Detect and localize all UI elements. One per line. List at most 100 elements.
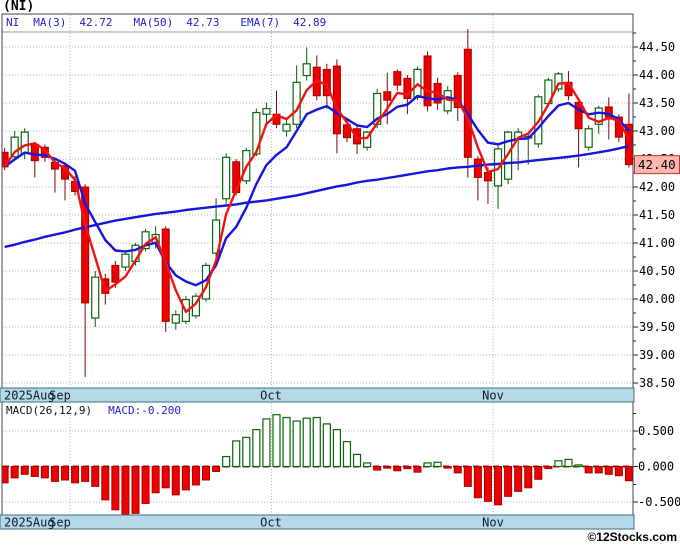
price-tick-label: 39.50 — [639, 320, 675, 334]
macd-bar-up — [423, 462, 432, 468]
candle-up — [211, 219, 221, 254]
macd-bar-down — [71, 466, 80, 484]
candle-down — [161, 228, 170, 322]
month-label: Sep — [49, 389, 71, 403]
ma50-label: MA(50) — [133, 16, 174, 29]
macd-bar-down — [202, 466, 210, 481]
candle-up — [222, 156, 231, 200]
price-tick-label: 43.00 — [639, 124, 675, 138]
macd-bar-up — [282, 416, 291, 468]
candle-down — [383, 91, 392, 101]
month-band — [0, 387, 635, 403]
macd-bar-down — [111, 466, 120, 511]
macd-bar-up — [322, 423, 331, 468]
macd-bar-down — [20, 466, 29, 475]
macd-bar-down — [483, 466, 492, 502]
candle-up — [91, 276, 100, 319]
macd-bar-down — [463, 466, 472, 487]
macd-bar-up — [554, 460, 563, 468]
month-label: 2025Aug — [4, 389, 55, 403]
macd-bar-down — [373, 466, 382, 471]
candle-down — [30, 143, 39, 162]
candle-up — [262, 107, 271, 115]
macd-bar-up — [222, 455, 231, 468]
macd-bar-up — [342, 441, 352, 468]
macd-tick-label: 0.000 — [638, 460, 674, 474]
price-y-axis: 38.50 39.00 39.50 40.00 40.50 41.00 41.50 42.00… — [633, 32, 675, 390]
macd-bar-up — [252, 428, 261, 468]
macd-bar-down — [61, 466, 70, 481]
ema7-value: 42.89 — [293, 16, 327, 29]
candle-up — [302, 63, 311, 77]
candle-down — [624, 123, 633, 166]
macd-bar-up — [312, 416, 321, 468]
month-band — [0, 514, 635, 530]
last-price-marker: 42.40 — [634, 155, 680, 175]
price-tick-label: 40.00 — [639, 292, 675, 306]
candle-down — [342, 124, 351, 139]
macd-bar-up — [272, 414, 281, 468]
macd-bar-down — [504, 466, 513, 497]
macd-bar-up — [232, 440, 241, 468]
watermark: ©12Stocks.com — [587, 530, 677, 544]
price-tick-label: 38.50 — [639, 376, 675, 390]
macd-bar-down — [81, 466, 90, 482]
month-label: Nov — [482, 516, 504, 530]
price-legend: NI MA(3) 42.72 MA(50) 42.73 EMA(7) 42.89 — [6, 16, 347, 29]
candle-down — [473, 158, 482, 178]
macd-bar-down — [2, 466, 9, 484]
macd-bar-down — [30, 466, 39, 477]
ma3-label: MA(3) — [33, 16, 67, 29]
macd-bar-down — [151, 466, 160, 494]
candle-down — [111, 264, 120, 283]
month-label: Nov — [482, 389, 504, 403]
candle-up — [282, 123, 291, 132]
candle-down — [574, 101, 583, 130]
macd-bar-down — [91, 466, 100, 487]
macd-bar-down — [141, 466, 150, 504]
month-label: Sep — [49, 516, 71, 530]
macd-bar-down — [534, 466, 543, 480]
macd-bar-down — [131, 466, 140, 514]
candle-down — [101, 278, 110, 294]
ema7-line — [3, 94, 630, 287]
macd-params-label: MACD(26,12,9) — [6, 404, 93, 417]
price-tick-label: 40.50 — [639, 264, 675, 278]
price-tick-label: 42.00 — [639, 180, 675, 194]
macd-bar-down — [181, 466, 190, 491]
candle-down — [453, 75, 462, 108]
macd-bar-down — [161, 466, 170, 489]
candle-up — [554, 73, 563, 90]
macd-bar-down — [473, 466, 482, 499]
candle-up — [20, 131, 29, 154]
month-label: 2025Aug — [4, 516, 55, 530]
macd-bar-up — [574, 464, 583, 468]
macd-bar-down — [584, 466, 593, 474]
macd-bar-down — [544, 466, 553, 470]
macd-bar-down — [604, 466, 613, 475]
candle-down — [483, 171, 492, 182]
candle-up — [121, 253, 130, 268]
macd-y-axis: 0.500 0.000 -0.500 — [633, 412, 680, 509]
macd-tick-label: -0.500 — [638, 495, 680, 509]
month-label: Oct — [260, 516, 282, 530]
macd-bar-up — [363, 462, 372, 468]
candle-down — [463, 48, 472, 158]
macd-tick-label: 0.500 — [638, 424, 674, 438]
candle-up — [10, 136, 19, 158]
price-tick-label: 41.00 — [639, 236, 675, 250]
price-tick-label: 39.00 — [639, 348, 675, 362]
macd-bar-up — [352, 453, 362, 468]
candle-down — [423, 55, 432, 107]
macd-bar-down — [413, 466, 422, 473]
price-grid — [2, 15, 633, 387]
macd-bar-down — [453, 466, 462, 474]
macd-bar-down — [50, 466, 59, 482]
macd-bar-down — [383, 466, 392, 469]
macd-bar-down — [101, 466, 110, 501]
macd-bar-down — [212, 466, 221, 472]
price-tick-label: 44.50 — [639, 40, 675, 54]
macd-bar-down — [121, 466, 130, 515]
